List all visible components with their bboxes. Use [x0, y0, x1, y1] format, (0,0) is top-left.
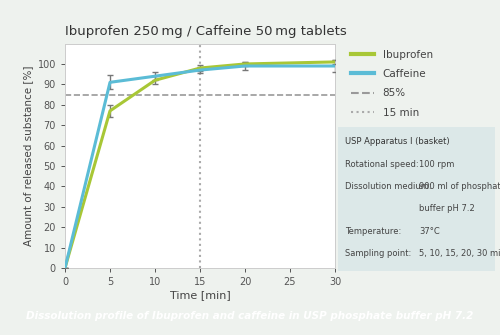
Text: Rotational speed:: Rotational speed:	[346, 160, 419, 169]
Text: buffer pH 7.2: buffer pH 7.2	[420, 204, 475, 213]
Text: 900 ml of phosphate: 900 ml of phosphate	[420, 182, 500, 191]
FancyBboxPatch shape	[333, 123, 500, 276]
Text: Dissolution medium:: Dissolution medium:	[346, 182, 432, 191]
Text: Ibuprofen 250 mg / Caffeine 50 mg tablets: Ibuprofen 250 mg / Caffeine 50 mg tablet…	[65, 25, 347, 38]
Legend: Ibuprofen, Caffeine, 85%, 15 min: Ibuprofen, Caffeine, 85%, 15 min	[348, 47, 436, 121]
Text: Sampling point:: Sampling point:	[346, 249, 412, 258]
Text: 100 rpm: 100 rpm	[420, 160, 455, 169]
Text: Temperature:: Temperature:	[346, 227, 402, 236]
Text: 5, 10, 15, 20, 30 min: 5, 10, 15, 20, 30 min	[420, 249, 500, 258]
X-axis label: Time [min]: Time [min]	[170, 290, 230, 300]
Text: Dissolution profile of Ibuprofen and caffeine in USP phosphate buffer pH 7.2: Dissolution profile of Ibuprofen and caf…	[26, 311, 473, 321]
Y-axis label: Amount of released substance [%]: Amount of released substance [%]	[24, 66, 34, 246]
Text: 37°C: 37°C	[420, 227, 440, 236]
Text: USP Apparatus I (basket): USP Apparatus I (basket)	[346, 137, 450, 146]
